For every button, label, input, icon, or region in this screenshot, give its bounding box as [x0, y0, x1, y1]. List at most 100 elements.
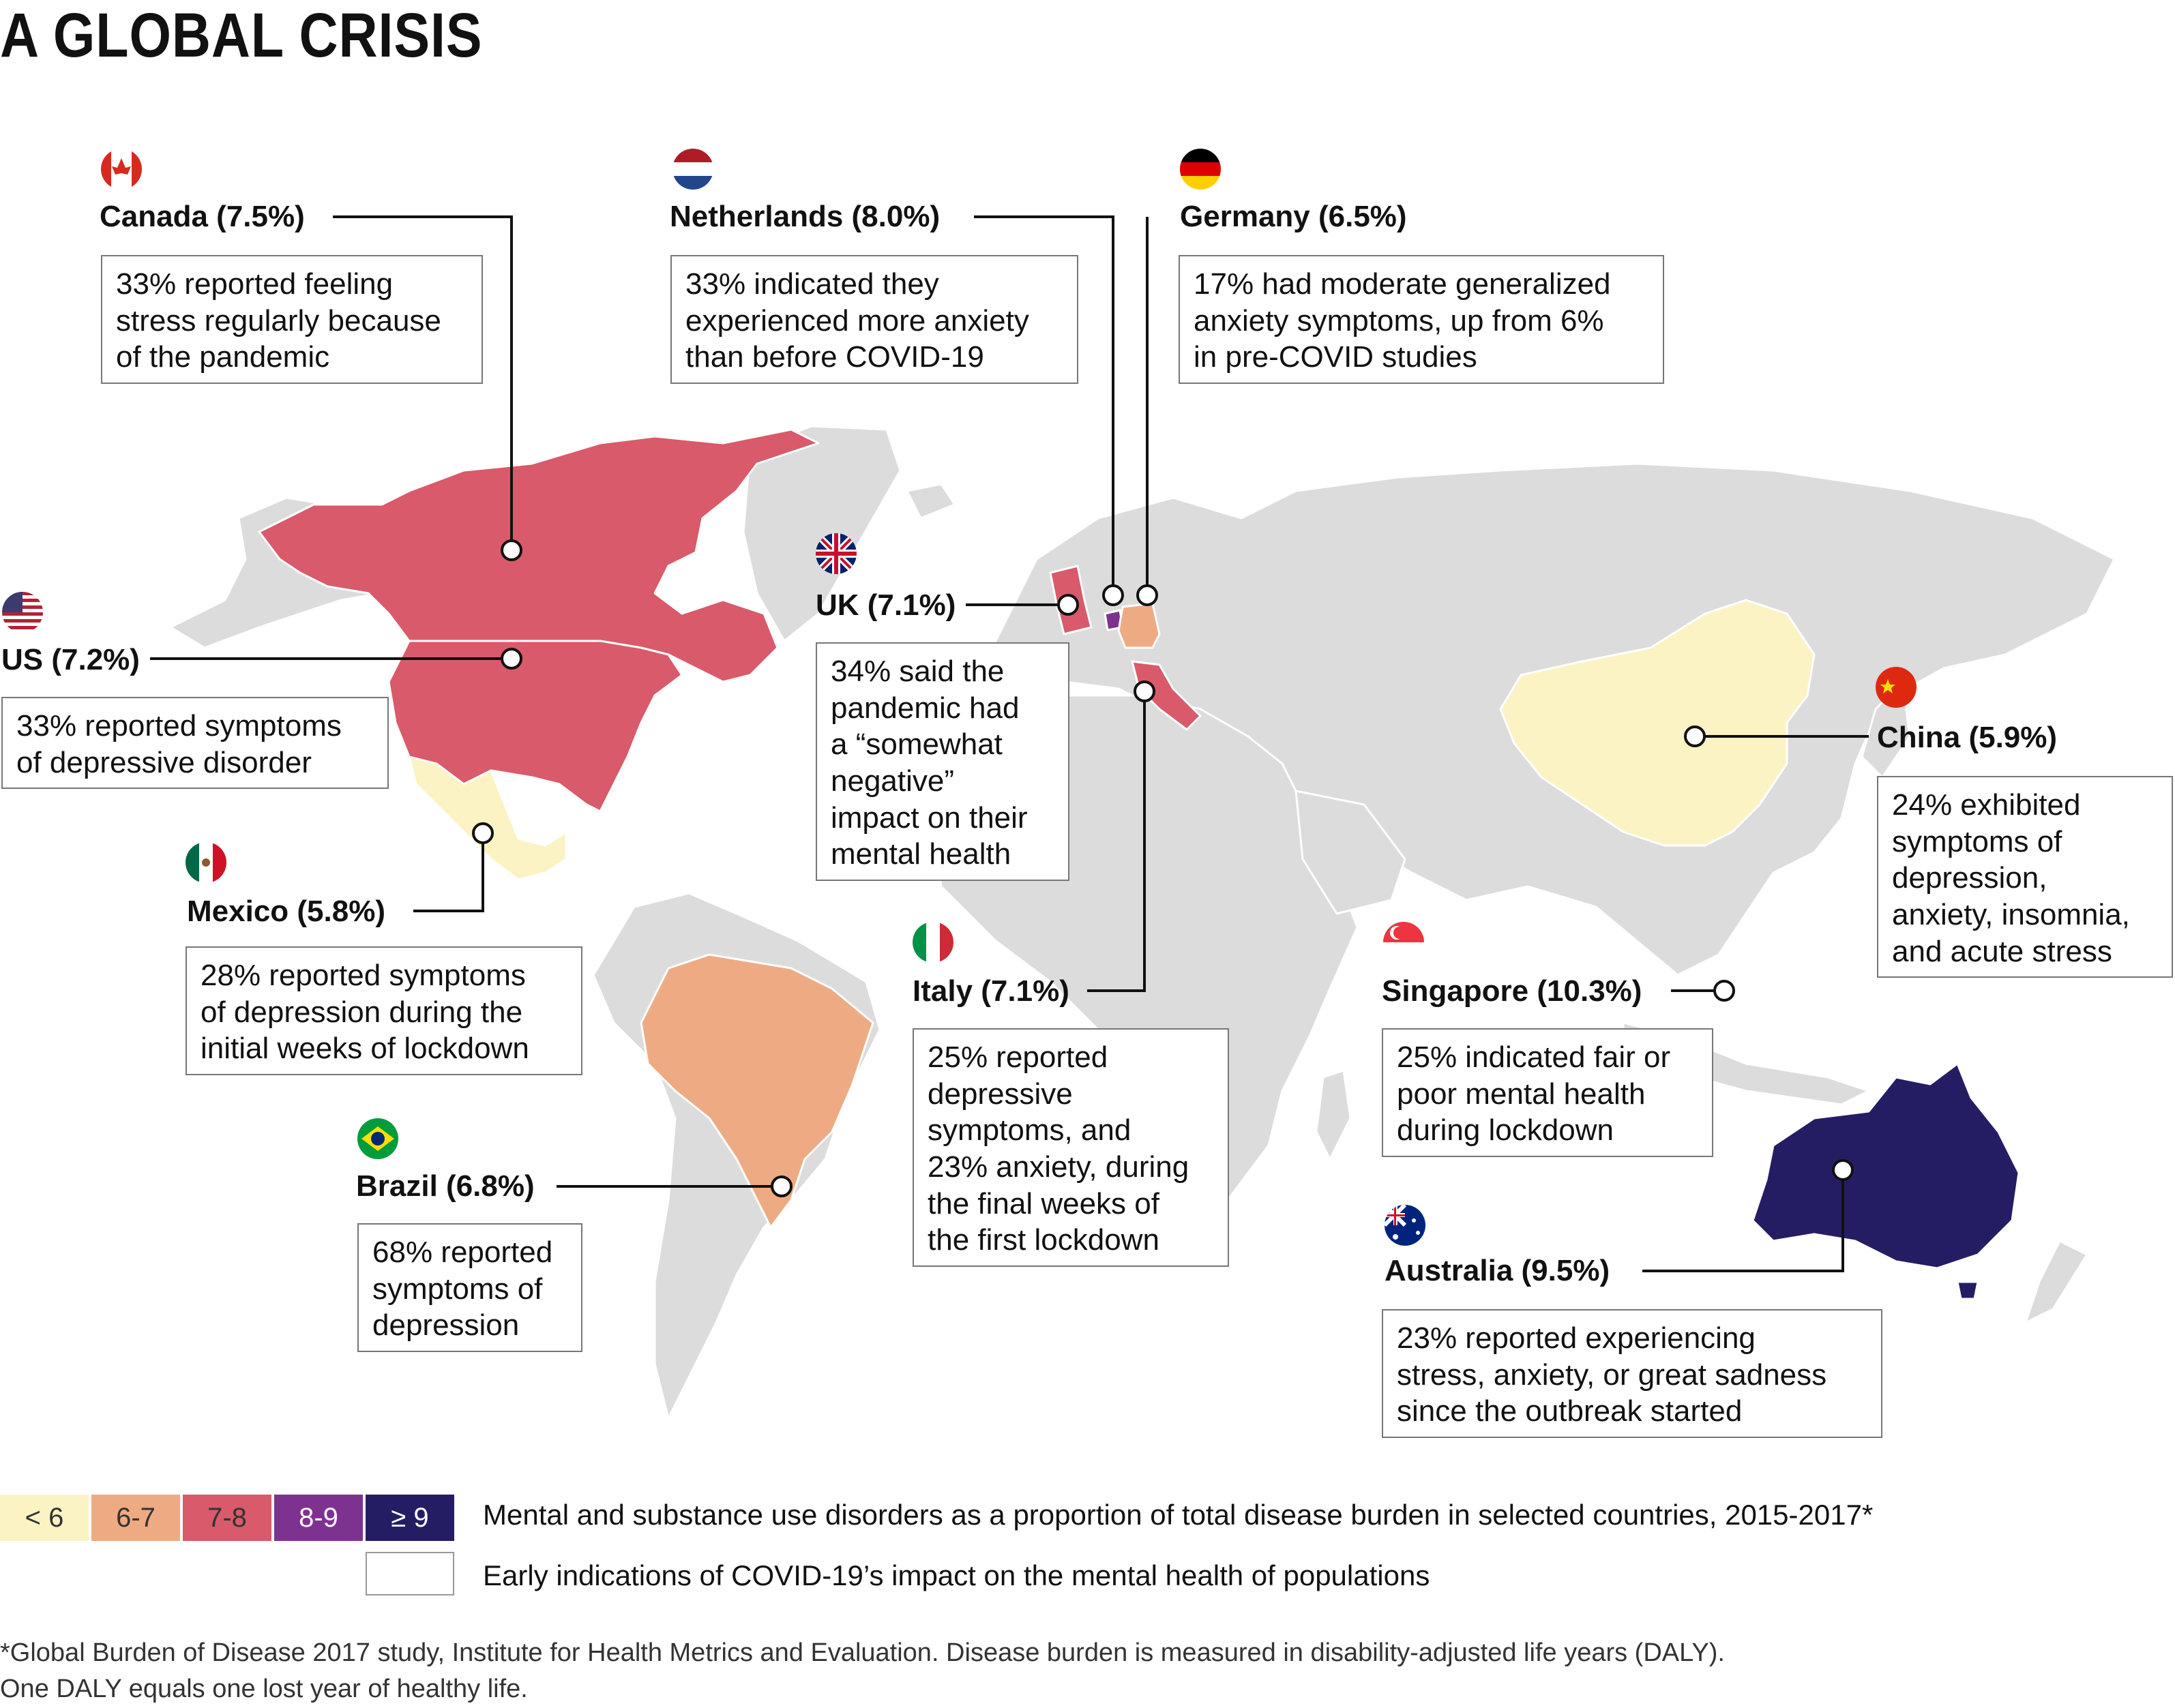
canada-note-line: of the pandemic — [116, 340, 330, 374]
us-note-line: of depressive disorder — [16, 745, 312, 779]
uk-note-line: 34% said the — [831, 655, 1005, 688]
italy-note-line: the final weeks of — [928, 1186, 1159, 1220]
uk-note-line: impact on their — [831, 800, 1028, 835]
canada-note: 33% reported feeling stress regularly be… — [101, 255, 483, 385]
netherlands-note: 33% indicated they experienced more anxi… — [670, 255, 1078, 385]
mexico-note: 28% reported symptoms of depression duri… — [186, 946, 582, 1076]
australia-name: Australia (9.5%) — [1385, 1254, 1610, 1287]
china-note: 24% exhibited symptoms of depression, an… — [1877, 776, 2173, 978]
australia-shape — [1751, 1062, 2020, 1270]
china-note-line: 24% exhibited — [1892, 788, 2081, 822]
mexico-note-line: 28% reported symptoms — [201, 959, 526, 992]
germany-note: 17% had moderate generalized anxiety sym… — [1179, 255, 1664, 385]
mexico-note-line: of depression during the — [201, 995, 523, 1029]
new-zealand-shape — [2024, 1240, 2088, 1324]
singapore-note-line: 25% indicated fair or — [1397, 1040, 1671, 1074]
singapore-note: 25% indicated fair or poor mental health… — [1382, 1028, 1713, 1158]
china-name: China (5.9%) — [1877, 721, 2058, 754]
china-marker — [1684, 725, 1706, 747]
italy-name: Italy (7.1%) — [913, 974, 1069, 1008]
australia-note-line: 23% reported experiencing — [1397, 1321, 1756, 1355]
italy-note-line: 23% anxiety, during — [928, 1150, 1189, 1184]
uk-note-line: a “somewhat — [831, 728, 1003, 762]
footnote-line-2: One DALY equals one lost year of healthy… — [0, 1675, 528, 1703]
germany-shape — [1117, 602, 1161, 649]
us-note-line: 33% reported symptoms — [16, 709, 342, 743]
us-name: US (7.2%) — [1, 643, 140, 676]
brazil-note: 68% reported symptoms of depression — [357, 1223, 582, 1353]
uk-note-line: pandemic had — [831, 691, 1020, 725]
brazil-note-line: depression — [372, 1308, 520, 1343]
italy-note-line: depressive — [928, 1077, 1073, 1111]
us-marker — [501, 648, 522, 670]
mexico-name: Mexico (5.8%) — [187, 895, 385, 928]
italy-note-line: 25% reported — [928, 1040, 1108, 1074]
canada-shape — [258, 428, 820, 683]
germany-marker — [1136, 584, 1158, 606]
uk-marker — [1057, 594, 1079, 616]
italy-note-line: symptoms, and — [928, 1113, 1131, 1148]
australia-note-line: stress, anxiety, or great sadness — [1397, 1358, 1827, 1392]
china-note-line: and acute stress — [1892, 934, 2112, 968]
netherlands-flag-icon — [672, 149, 713, 190]
uk-note: 34% said the pandemic had a “somewhat ne… — [816, 642, 1069, 882]
mexico-note-line: initial weeks of lockdown — [201, 1032, 529, 1066]
legend-bin-8-9: 8-9 — [274, 1495, 363, 1541]
germany-name: Germany (6.5%) — [1180, 200, 1407, 233]
canada-name: Canada (7.5%) — [100, 200, 305, 233]
canada-flag-icon — [101, 149, 142, 190]
germany-note-line: 17% had moderate generalized — [1194, 267, 1611, 301]
legend-covid-swatch — [366, 1552, 454, 1595]
us-note: 33% reported symptoms of depressive diso… — [1, 697, 389, 790]
netherlands-note-line: than before COVID-19 — [685, 340, 984, 374]
uk-note-line: mental health — [831, 837, 1011, 871]
legend-bin-lt6: < 6 — [0, 1495, 89, 1541]
mexico-flag-icon — [186, 842, 226, 883]
netherlands-note-line: 33% indicated they — [685, 267, 939, 301]
netherlands-marker — [1102, 584, 1124, 606]
australia-note-line: since the outbreak started — [1397, 1394, 1743, 1428]
australia-note: 23% reported experiencing stress, anxiet… — [1382, 1309, 1882, 1439]
netherlands-note-line: experienced more anxiety — [685, 303, 1029, 338]
legend-bin-7-8: 7-8 — [183, 1495, 271, 1541]
mexico-shape — [408, 755, 567, 881]
legend-bin-6-7: 6-7 — [91, 1495, 180, 1541]
brazil-name: Brazil (6.8%) — [356, 1169, 535, 1203]
australia-flag-icon — [1385, 1205, 1425, 1246]
arabia-shape — [1294, 790, 1406, 915]
netherlands-name: Netherlands (8.0%) — [670, 200, 941, 233]
canada-note-line: 33% reported feeling — [116, 267, 394, 301]
netherlands-leader-line — [974, 215, 1114, 595]
canada-marker — [501, 539, 522, 561]
china-note-line: depression, — [1892, 861, 2047, 895]
china-note-line: symptoms of — [1892, 824, 2062, 858]
mexico-leader-line — [413, 833, 484, 912]
us-flag-icon — [2, 592, 43, 633]
singapore-name: Singapore (10.3%) — [1382, 974, 1642, 1008]
brazil-flag-icon — [357, 1118, 398, 1159]
germany-flag-icon — [1180, 149, 1221, 190]
uk-flag-icon — [816, 533, 857, 574]
italy-marker — [1134, 680, 1155, 702]
legend-bin-ge9: ≥ 9 — [366, 1495, 454, 1541]
singapore-marker — [1713, 980, 1735, 1002]
germany-note-line: anxiety symptoms, up from 6% — [1194, 303, 1604, 338]
italy-note: 25% reported depressive symptoms, and 23… — [913, 1028, 1229, 1268]
brazil-note-line: symptoms of — [372, 1272, 543, 1306]
uk-note-line: negative” — [831, 764, 955, 798]
australia-marker — [1832, 1159, 1854, 1181]
madagascar-shape — [1315, 1069, 1352, 1160]
tasmania-shape — [1956, 1280, 1979, 1300]
italy-note-line: the first lockdown — [928, 1223, 1159, 1257]
brazil-marker — [771, 1175, 793, 1197]
canada-leader-line — [333, 215, 513, 549]
china-shape — [1499, 599, 1816, 847]
italy-flag-icon — [913, 922, 953, 963]
legend-burden-label: Mental and substance use disorders as a … — [483, 1499, 1874, 1531]
uk-name: UK (7.1%) — [816, 588, 956, 622]
brazil-note-line: 68% reported — [372, 1235, 553, 1269]
singapore-note-line: poor mental health — [1397, 1077, 1646, 1111]
canada-note-line: stress regularly because — [116, 303, 441, 338]
mexico-marker — [472, 822, 494, 844]
